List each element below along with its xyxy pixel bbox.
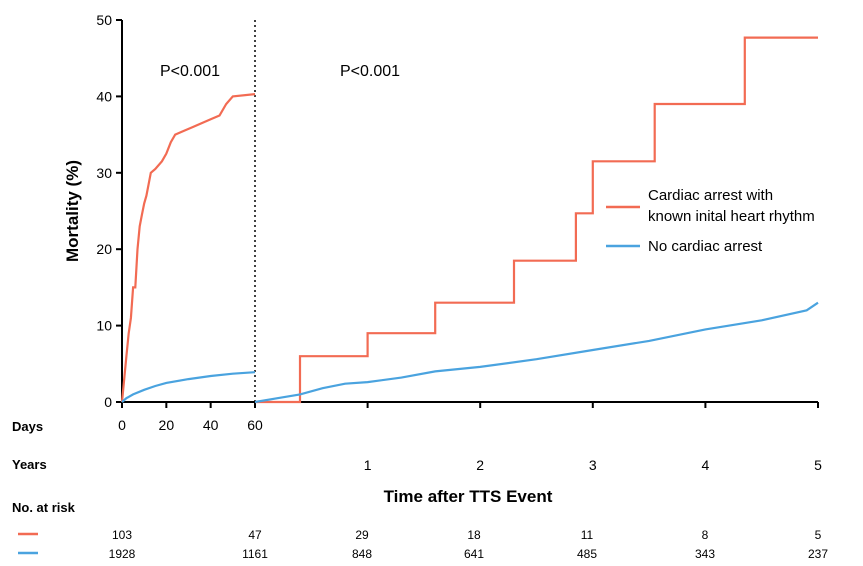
y-tick-label: 10 xyxy=(96,318,112,334)
years-tick-label: 2 xyxy=(476,457,484,473)
years-tick-label: 3 xyxy=(589,457,597,473)
at-risk-count: 8 xyxy=(702,528,709,542)
at-risk-label: No. at risk xyxy=(12,500,76,515)
years-tick-label: 5 xyxy=(814,457,822,473)
y-tick-label: 50 xyxy=(96,12,112,28)
series-line-days xyxy=(120,93,256,403)
series-line-years xyxy=(254,301,819,404)
p-value-label: P<0.001 xyxy=(340,63,400,80)
plot-area: 0 10 20 30 40 50 Mortality (%) 0 20 40 60 1 2 3 4 5 Days… xyxy=(12,12,828,561)
y-axis-label: Mortality (%) xyxy=(63,160,82,262)
y-tick-label: 20 xyxy=(96,241,112,257)
at-risk-count: 103 xyxy=(112,528,132,542)
at-risk-count: 29 xyxy=(355,528,369,542)
at-risk-count: 11 xyxy=(581,528,594,542)
at-risk-count: 485 xyxy=(577,547,597,561)
at-risk-count: 5 xyxy=(815,528,822,542)
at-risk-count: 18 xyxy=(467,528,481,542)
legend-label: Cardiac arrest with known inital heart rh… xyxy=(648,187,815,225)
days-row-label: Days xyxy=(12,419,43,434)
y-tick-label: 40 xyxy=(96,88,112,104)
at-risk-count: 641 xyxy=(464,547,484,561)
at-risk-count: 848 xyxy=(352,547,372,561)
years-tick-label: 4 xyxy=(702,457,710,473)
at-risk-count: 1928 xyxy=(109,547,136,561)
years-tick-label: 1 xyxy=(364,457,372,473)
at-risk-count: 237 xyxy=(808,547,828,561)
series-line-days xyxy=(121,371,256,403)
x-axis-label: Time after TTS Event xyxy=(384,487,553,506)
days-tick-label: 40 xyxy=(203,417,219,433)
p-value-label: P<0.001 xyxy=(160,63,220,80)
y-tick-label: 0 xyxy=(104,394,112,410)
y-tick-label: 30 xyxy=(96,165,112,181)
days-tick-label: 0 xyxy=(118,417,126,433)
years-row-label: Years xyxy=(12,457,47,472)
series-line-years xyxy=(255,36,818,404)
legend-label: No cardiac arrest xyxy=(648,238,763,255)
at-risk-count: 47 xyxy=(248,528,262,542)
at-risk-count: 343 xyxy=(695,547,715,561)
days-tick-label: 20 xyxy=(159,417,175,433)
at-risk-count: 1161 xyxy=(242,547,268,561)
days-tick-label: 60 xyxy=(247,417,263,433)
